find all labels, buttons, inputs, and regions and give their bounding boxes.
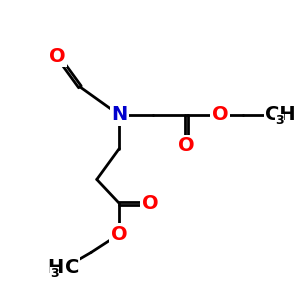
Text: C: C xyxy=(64,258,79,277)
Text: CH: CH xyxy=(265,105,296,124)
Text: O: O xyxy=(49,46,66,65)
Text: 3: 3 xyxy=(275,114,284,127)
Text: O: O xyxy=(142,194,158,213)
Text: 3: 3 xyxy=(50,267,59,280)
Text: O: O xyxy=(178,136,195,155)
Text: N: N xyxy=(111,105,127,124)
Text: H: H xyxy=(47,258,63,277)
Text: O: O xyxy=(111,225,128,244)
Text: O: O xyxy=(212,105,229,124)
